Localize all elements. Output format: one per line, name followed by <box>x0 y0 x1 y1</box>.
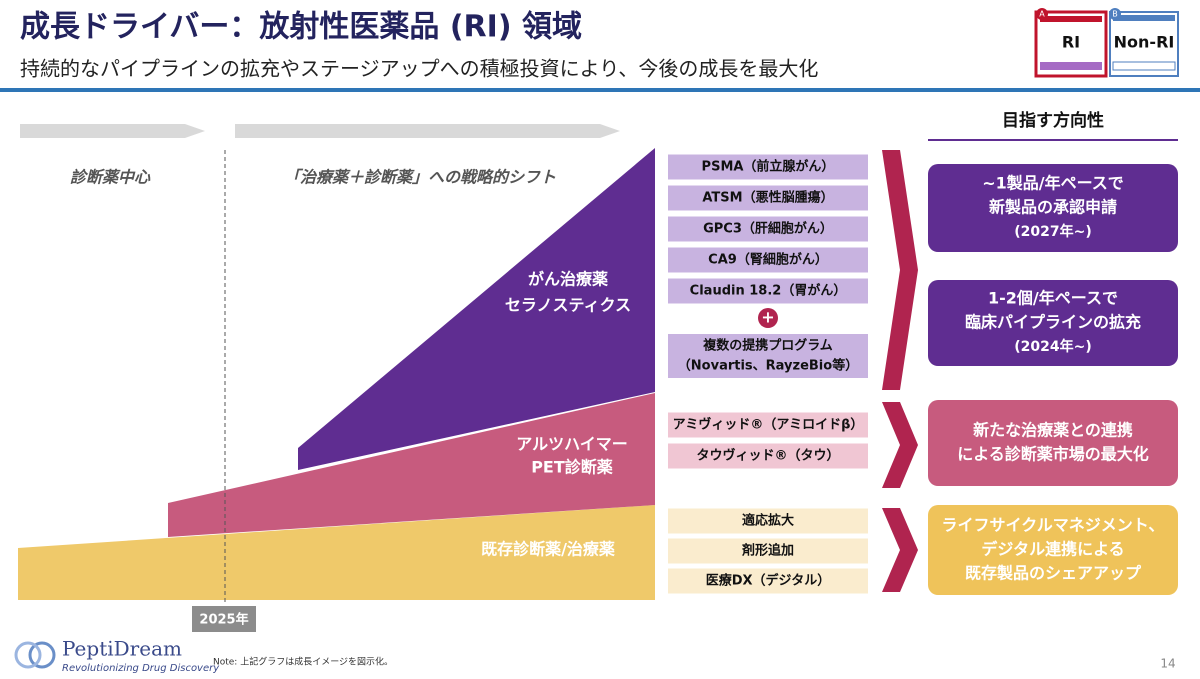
direction-text: 新たな治療薬との連携 <box>973 421 1133 440</box>
tab-letter-bg <box>1036 8 1048 20</box>
item-pill <box>668 538 868 564</box>
header-rule <box>0 88 1200 92</box>
item-label: タウヴィッド®（タウ） <box>696 448 839 464</box>
item-pill <box>668 154 868 180</box>
phase-arrow <box>235 124 620 138</box>
layer-alz <box>168 393 655 537</box>
tab-bar <box>1112 61 1176 71</box>
item-label: 適応拡大 <box>742 513 794 529</box>
tab-letter: B <box>1112 10 1118 19</box>
item-label: ATSM（悪性脳腫瘍） <box>702 190 833 206</box>
item-pill <box>668 247 868 273</box>
direction-text: 1-2個/年ペースで <box>988 289 1118 308</box>
item-label: 剤形追加 <box>741 543 794 559</box>
phase-arrow <box>20 124 205 138</box>
direction-text: による診断薬市場の最大化 <box>957 445 1149 464</box>
tagline: Revolutionizing Drug Discovery <box>62 663 220 674</box>
item-label: 医療DX（デジタル） <box>706 573 831 589</box>
direction-box <box>928 280 1178 366</box>
tab-bar <box>1040 62 1102 70</box>
item-label: アミヴィッド®（アミロイドβ） <box>673 417 864 433</box>
footnote: Note: 上記グラフは成長イメージを図示化。 <box>213 656 393 668</box>
direction-box <box>928 164 1178 252</box>
item-label: GPC3（肝細胞がん） <box>703 221 833 237</box>
plus: + <box>761 308 774 327</box>
item-pill <box>668 278 868 304</box>
direction-text: ~1製品/年ペースで <box>982 174 1124 193</box>
direction-text: ライフサイクルマネジメント、 <box>942 516 1165 535</box>
logo-mark <box>28 641 56 669</box>
subtitle: 持続的なパイプラインの拡充やステージアップへの積極投資により、今後の成長を最大化 <box>20 57 818 81</box>
plus-bg <box>758 308 778 328</box>
chevron <box>882 150 918 390</box>
layer-cancer <box>298 148 655 470</box>
item-label: PSMA（前立腺がん） <box>702 159 835 175</box>
tab-letter-bg <box>1109 8 1121 20</box>
item-pill <box>668 412 868 438</box>
direction-text: デジタル連携による <box>981 540 1124 559</box>
item-label: CA9（腎細胞がん） <box>708 252 828 268</box>
item-label: Claudin 18.2（胃がん） <box>690 283 847 299</box>
layer-label: がん治療薬 <box>528 270 609 289</box>
title: 成長ドライバー：放射性医薬品 (RI) 領域 <box>20 10 582 45</box>
page-number: 14 <box>1160 657 1175 671</box>
chevron <box>882 402 918 488</box>
year-label: 2025年 <box>199 612 248 628</box>
tab-nonri <box>1109 11 1179 77</box>
item-pill <box>668 443 868 469</box>
tab-label: Non-RI <box>1114 33 1175 52</box>
item-pill <box>668 185 868 211</box>
item-label: 複数の提携プログラム <box>702 338 833 354</box>
chevron <box>882 508 918 592</box>
direction-text: 新製品の承認申請 <box>989 198 1117 217</box>
direction-box <box>928 505 1178 595</box>
tab-label: RI <box>1062 33 1080 52</box>
direction-text: (2024年~) <box>1014 338 1092 355</box>
logo-mark <box>14 641 42 669</box>
tab-bar <box>1040 16 1102 22</box>
direction-header: 目指す方向性 <box>1002 110 1104 131</box>
direction-text: (2027年~) <box>1014 223 1092 240</box>
phase-label: 診断薬中心 <box>70 168 151 187</box>
layer-label: アルツハイマー <box>516 435 628 454</box>
direction-text: 既存製品のシェアアップ <box>965 564 1142 583</box>
tab-bar <box>1113 15 1175 21</box>
item-pill <box>668 568 868 594</box>
direction-box <box>928 400 1178 486</box>
layer-existing <box>18 505 655 600</box>
item-label: （Novartis、RayzeBio等） <box>678 358 858 374</box>
layer-label: PET診断薬 <box>531 458 614 477</box>
direction-text: 臨床パイプラインの拡充 <box>965 313 1141 332</box>
item-pill <box>668 216 868 242</box>
item-pill <box>668 334 868 378</box>
item-pill <box>668 508 868 534</box>
layer-label: セラノスティクス <box>505 296 631 315</box>
year-box <box>192 606 256 632</box>
logo: PeptiDream <box>62 637 182 661</box>
tab-letter: A <box>1039 10 1045 19</box>
phase-label: 「治療薬＋診断薬」への戦略的シフト <box>284 168 556 187</box>
layer-label: 既存診断薬/治療薬 <box>481 540 616 559</box>
